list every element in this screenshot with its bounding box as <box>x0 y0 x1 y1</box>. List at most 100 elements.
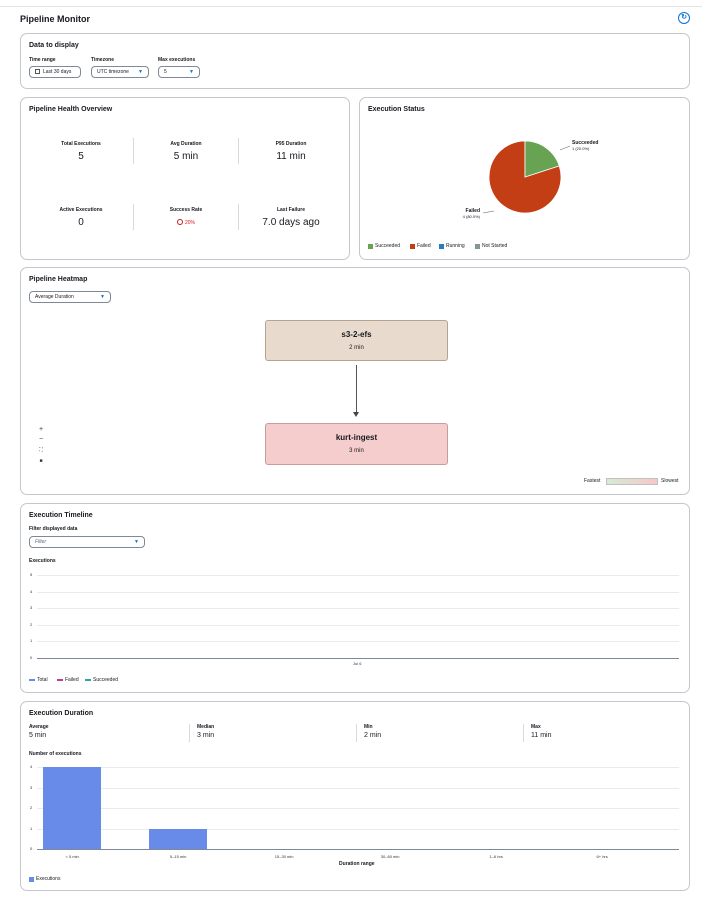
swatch <box>29 876 34 882</box>
legend-running[interactable]: Running <box>439 243 465 249</box>
swatch <box>439 243 444 249</box>
stat-label: Last Failure <box>276 207 306 213</box>
legend-label: Failed <box>417 243 431 249</box>
pipeline-heatmap-card: Pipeline Heatmap Average Duration ▼ s3-2-… <box>20 267 690 495</box>
divider <box>133 138 134 164</box>
status-pie-chart <box>482 140 571 214</box>
time-range-value: Last 30 days <box>43 69 72 75</box>
gridline <box>37 767 679 768</box>
pipeline-node[interactable]: kurt-ingest 3 min <box>265 423 448 465</box>
divider <box>189 724 190 742</box>
legend-total[interactable]: Total <box>29 677 48 683</box>
stat-value: 7.0 days ago <box>262 217 320 228</box>
stat-value: 11 min <box>531 732 552 739</box>
stat-value: 5 min <box>173 151 199 162</box>
x-tick-label: 15–30 min <box>274 854 294 859</box>
stat-label: Median <box>197 724 215 730</box>
gridline <box>37 787 679 789</box>
gridline <box>37 658 679 659</box>
heatmap-metric-select[interactable]: Average Duration ▼ <box>29 291 111 303</box>
scale-low-label: Fastest <box>584 478 601 484</box>
leader-line <box>559 145 571 151</box>
stat-label: Max <box>531 724 541 730</box>
lock-button[interactable]: ■ <box>39 458 43 464</box>
time-range-select[interactable]: Last 30 days <box>29 66 81 78</box>
y-tick-label: 2 <box>30 805 33 810</box>
flow-edge <box>356 365 357 413</box>
health-overview-card: Pipeline Health Overview Total Execution… <box>20 97 350 260</box>
card-title: Execution Status <box>368 106 425 113</box>
legend-failed[interactable]: Failed <box>410 243 431 249</box>
max-executions-label: Max executions <box>158 57 196 63</box>
card-title: Data to display <box>29 42 79 49</box>
gridline <box>37 575 679 576</box>
legend-label: Succeeded <box>93 677 119 683</box>
failed-callout: Failed 4 (80.0%) <box>456 208 480 219</box>
node-duration: 3 min <box>349 448 364 454</box>
gridline <box>37 849 679 850</box>
metric-value: Average Duration <box>35 294 74 300</box>
swatch <box>368 243 373 249</box>
legend-label: Failed <box>65 677 79 683</box>
pipeline-node[interactable]: s3-2-efs 2 min <box>265 320 448 361</box>
page-title: Pipeline Monitor <box>20 14 91 24</box>
pie-slice-succeeded[interactable] <box>524 140 560 178</box>
zoom-out-button[interactable]: − <box>38 436 44 443</box>
callout-value: 4 (80.0%) <box>462 214 480 219</box>
divider <box>523 724 524 742</box>
legend-line <box>29 679 35 681</box>
stat-value: 2 min <box>364 732 382 739</box>
zoom-in-button[interactable]: + <box>38 426 44 433</box>
legend-line <box>85 679 91 681</box>
bar[interactable] <box>43 767 102 849</box>
error-status-icon <box>176 219 183 225</box>
success-rate-value: 20% <box>134 219 238 226</box>
bar[interactable] <box>149 828 208 849</box>
timezone-select[interactable]: UTC timezone ▼ <box>91 66 149 78</box>
leader-line <box>482 210 495 214</box>
caret-down-icon: ▼ <box>189 69 194 75</box>
stat-value: 11 min <box>276 151 306 162</box>
legend-label: Total <box>37 677 48 683</box>
card-title: Pipeline Heatmap <box>29 276 88 283</box>
legend-not-started[interactable]: Not Started <box>475 243 507 249</box>
legend-label: Executions <box>36 876 61 882</box>
max-executions-select[interactable]: 5 ▼ <box>158 66 200 78</box>
x-tick-label: 1–6 hrs <box>489 854 503 859</box>
stat-total-executions: Total Executions 5 <box>29 141 133 162</box>
stat-average: Average 5 min <box>29 724 49 739</box>
legend-executions[interactable]: Executions <box>29 876 60 882</box>
time-range-label: Time range <box>29 57 56 63</box>
refresh-icon[interactable]: ↻ <box>678 12 690 24</box>
stat-avg-duration: Avg Duration 5 min <box>134 141 238 162</box>
legend-succeeded[interactable]: Succeeded <box>85 677 118 683</box>
y-tick-label: 4 <box>30 764 33 769</box>
x-tick-label: < 5 min <box>65 854 79 859</box>
max-executions-value: 5 <box>164 69 167 75</box>
stat-value: 5 <box>78 151 84 162</box>
x-tick-label: 6+ hrs <box>596 854 608 859</box>
stat-active-executions: Active Executions 0 <box>29 207 133 228</box>
card-title: Execution Timeline <box>29 512 93 519</box>
y-tick-label: 0 <box>30 846 33 851</box>
stat-value: 20% <box>184 220 195 226</box>
card-title: Execution Duration <box>29 710 94 717</box>
filter-select[interactable]: Filter ▼ <box>29 536 145 548</box>
y-tick-label: 1 <box>30 825 33 831</box>
stat-value: 3 min <box>197 732 215 739</box>
swatch <box>475 243 480 249</box>
callout-value: 1 (20.0%) <box>572 146 590 151</box>
legend-succeeded[interactable]: Succeeded <box>368 243 400 249</box>
card-title: Pipeline Health Overview <box>29 106 113 113</box>
fit-view-button[interactable]: ⛶ <box>39 447 43 453</box>
gridline <box>37 828 679 830</box>
legend-failed[interactable]: Failed <box>57 677 79 683</box>
x-tick-label: 30–60 min <box>380 854 400 859</box>
stat-label: Success Rate <box>169 207 203 213</box>
y-tick-label: 2 <box>30 621 33 627</box>
divider <box>133 204 134 230</box>
caret-down-icon: ▼ <box>134 539 139 545</box>
y-tick-label: 0 <box>30 655 33 660</box>
timezone-value: UTC timezone <box>97 69 129 75</box>
node-duration: 2 min <box>349 345 364 351</box>
